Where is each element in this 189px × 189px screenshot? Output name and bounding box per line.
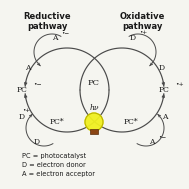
Text: A: A: [52, 34, 58, 42]
Text: PC*: PC*: [124, 118, 138, 126]
Text: Oxidative
pathway: Oxidative pathway: [119, 12, 165, 31]
Text: D: D: [159, 64, 165, 72]
Text: D: D: [19, 113, 25, 121]
Text: •+: •+: [139, 30, 147, 36]
Text: PC: PC: [159, 86, 169, 94]
Text: PC: PC: [17, 86, 27, 94]
Text: •+: •+: [22, 108, 30, 112]
Text: Reductive
pathway: Reductive pathway: [23, 12, 71, 31]
Text: •−: •−: [158, 135, 166, 139]
Text: •+: •+: [175, 81, 184, 87]
Text: PC*: PC*: [50, 118, 64, 126]
Text: hν: hν: [89, 104, 99, 112]
Circle shape: [85, 113, 103, 131]
Text: A: A: [149, 138, 155, 146]
Text: A: A: [162, 113, 168, 121]
Text: D = electron donor: D = electron donor: [22, 162, 86, 168]
Text: •−: •−: [33, 81, 42, 87]
Text: D: D: [130, 34, 136, 42]
Text: A: A: [25, 64, 31, 72]
Text: PC: PC: [88, 79, 100, 87]
Text: •−: •−: [61, 30, 69, 36]
Text: PC = photocatalyst: PC = photocatalyst: [22, 153, 86, 159]
Bar: [90, 129, 98, 134]
Text: A = electron acceptor: A = electron acceptor: [22, 171, 95, 177]
Text: D: D: [34, 138, 40, 146]
